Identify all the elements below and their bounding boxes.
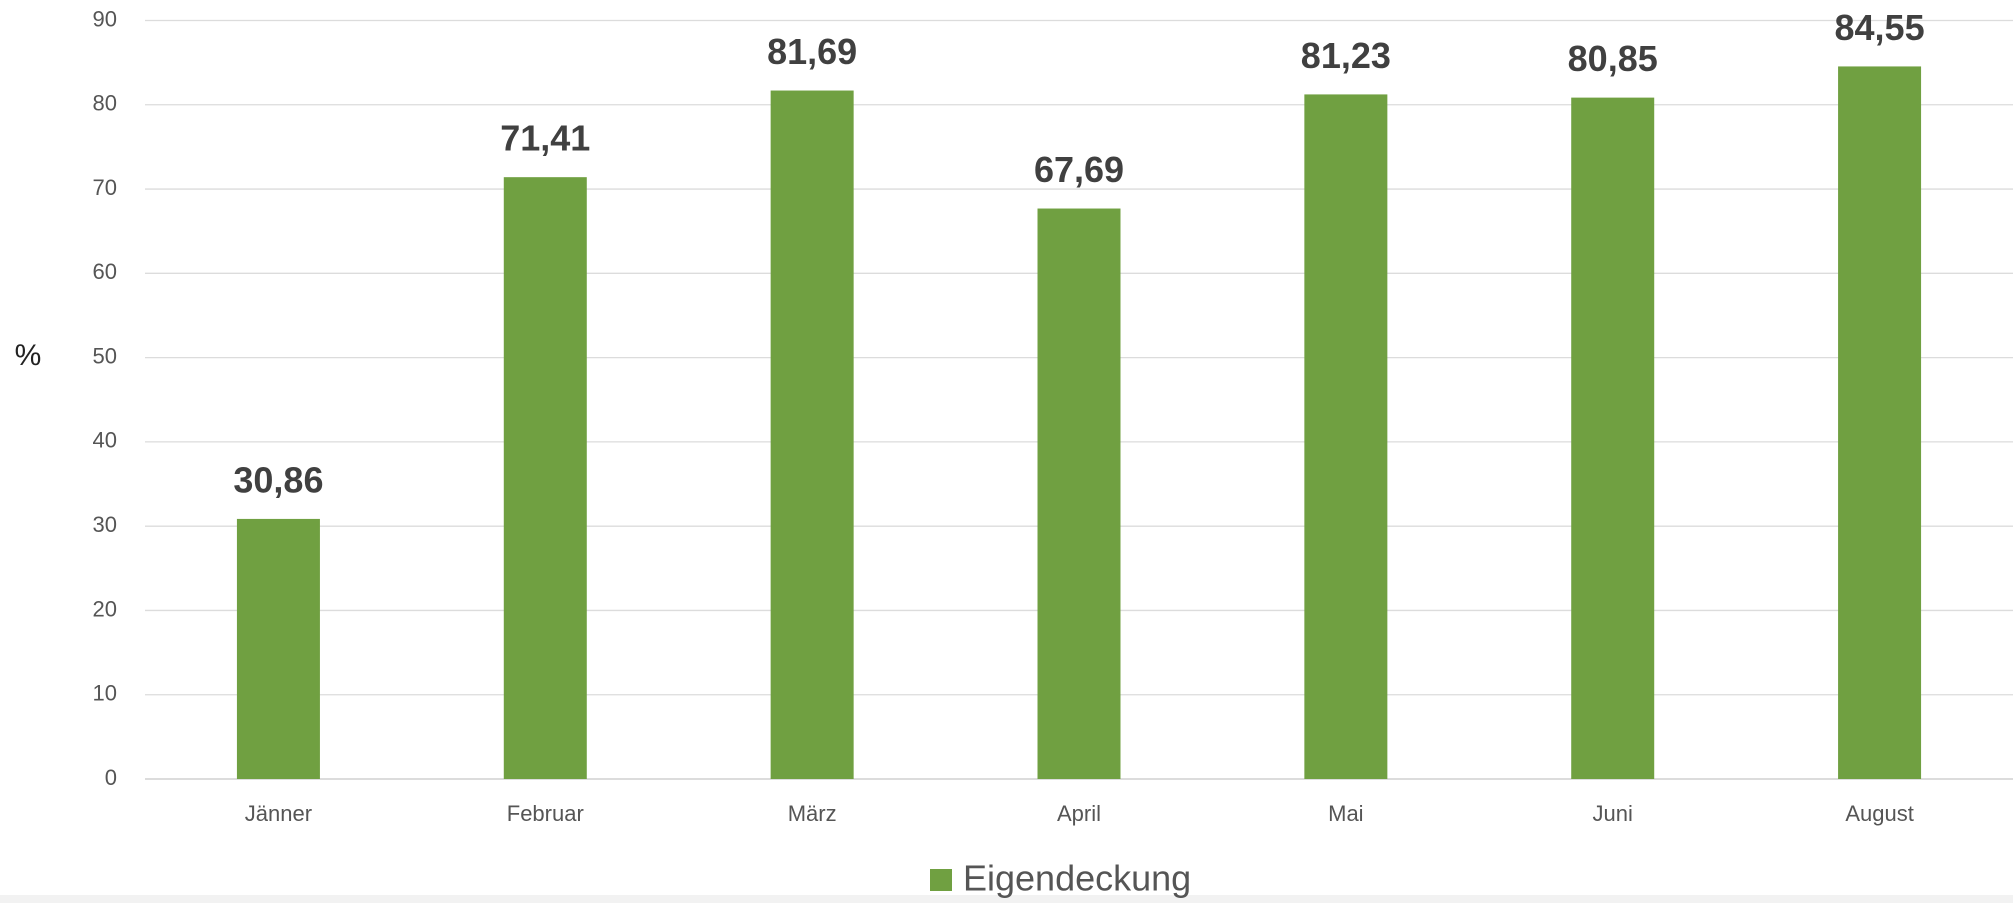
value-label: 71,41 bbox=[500, 118, 590, 159]
bar bbox=[503, 177, 587, 780]
y-axis-label: % bbox=[15, 339, 42, 372]
value-label: 84,55 bbox=[1835, 7, 1925, 48]
y-tick-label: 10 bbox=[93, 681, 117, 706]
bar bbox=[236, 518, 320, 779]
y-tick-label: 60 bbox=[93, 259, 117, 284]
legend-swatch bbox=[930, 869, 952, 891]
bar bbox=[1037, 208, 1121, 779]
value-label: 81,23 bbox=[1301, 35, 1391, 76]
bar bbox=[1304, 94, 1388, 779]
bar bbox=[1571, 97, 1655, 780]
value-label: 67,69 bbox=[1034, 149, 1124, 190]
bar bbox=[770, 90, 854, 779]
y-tick-label: 50 bbox=[93, 343, 117, 368]
value-label: 30,86 bbox=[233, 459, 323, 500]
footer-band bbox=[0, 895, 2013, 903]
x-tick-label: Jänner bbox=[245, 801, 312, 826]
value-label: 80,85 bbox=[1568, 38, 1658, 79]
x-tick-label: April bbox=[1057, 801, 1101, 826]
x-tick-label: Februar bbox=[507, 801, 584, 826]
x-tick-label: Mai bbox=[1328, 801, 1363, 826]
y-tick-label: 70 bbox=[93, 175, 117, 200]
x-tick-label: März bbox=[788, 801, 837, 826]
x-tick-label: August bbox=[1845, 801, 1914, 826]
y-tick-label: 30 bbox=[93, 512, 117, 537]
y-tick-label: 90 bbox=[93, 6, 117, 31]
y-tick-label: 20 bbox=[93, 596, 117, 621]
x-tick-label: Juni bbox=[1593, 801, 1633, 826]
bar bbox=[1838, 66, 1922, 779]
legend-label: Eigendeckung bbox=[963, 858, 1191, 899]
y-tick-label: 40 bbox=[93, 428, 117, 453]
y-tick-label: 80 bbox=[93, 91, 117, 116]
y-tick-label: 0 bbox=[105, 765, 117, 790]
value-label: 81,69 bbox=[767, 31, 857, 72]
